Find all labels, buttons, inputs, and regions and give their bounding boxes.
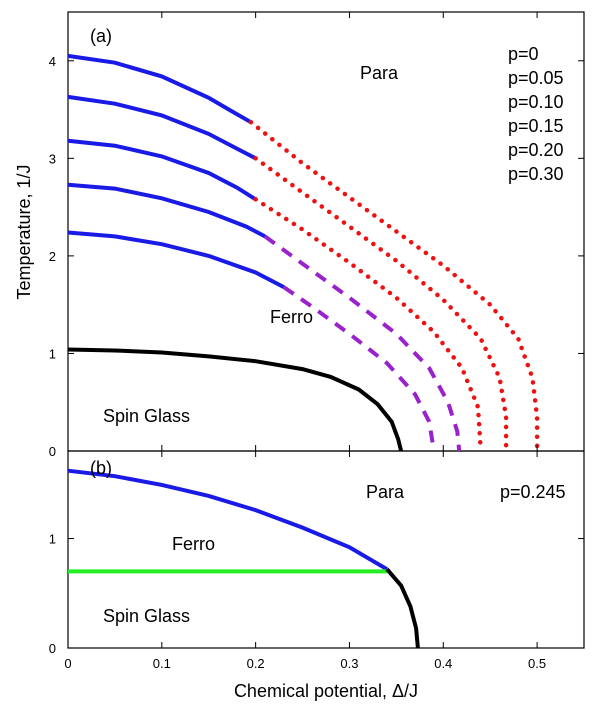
annotation-spin-glass-b: Spin Glass [103,606,190,626]
panel-a-series-3-dotted-red [253,156,509,454]
panel-a-y-tick-label-3: 3 [49,151,56,166]
panel-b-y-tick-label-1: 1 [49,532,56,547]
panel-a-series-1-dotted-red [248,119,540,454]
panel-a-y-tick-label-0: 0 [49,444,56,459]
panel-a-series [67,53,540,454]
panel-b-label: (b) [90,458,112,478]
panel-a-y-tick-label-4: 4 [49,54,56,69]
panel-a-y-tick-label-1: 1 [49,346,56,361]
panel-a-series-5-dotted-red [253,197,484,454]
legend-text-p0: p=0 [508,44,539,64]
panel-b-series-0-solid-blue [67,468,389,571]
axis-ticks: 0 1 2 3 4 0 0.1 0.2 0.3 0.4 0.5 0 1 [49,12,584,671]
legend-text-p005: p=0.05 [508,68,564,88]
x-tick-label-0.1: 0.1 [153,656,171,671]
legend-text-p010: p=0.10 [508,92,564,112]
panel-b-frame [67,450,585,649]
panel-a-y-tick-label-2: 2 [49,249,56,264]
annotation-ferro-a: Ferro [270,307,313,327]
legend-text-p015: p=0.15 [508,116,564,136]
panel-a-series-8-solid-blue [67,230,285,289]
panel-a-frame [67,11,585,452]
annotation-para-b: Para [366,482,405,502]
legend-text-p030: p=0.30 [508,164,564,184]
annotation-p0245-b: p=0.245 [500,482,566,502]
x-tick-label-0: 0 [64,656,71,671]
x-tick-label-0.2: 0.2 [247,656,265,671]
legend-text-p020: p=0.20 [508,140,564,160]
panel-a-series-4-solid-blue [67,138,257,201]
panel-a-series-7-dashed-purple [263,234,462,452]
panel-a-series-9-dashed-purple [282,285,436,452]
panel-b-y-tick-label-0: 0 [49,641,56,656]
x-axis-title: Chemical potential, Δ/J [234,681,418,701]
panel-b-series-2-solid-black [385,567,420,649]
annotation-para-a: Para [360,63,399,83]
panel-a-series-6-solid-blue [67,182,266,239]
panel-a-series-2-solid-blue [67,94,257,161]
panel-b-series [67,468,420,649]
panel-a-series-10-solid-black [67,347,404,452]
x-tick-label-0.3: 0.3 [340,656,358,671]
x-tick-label-0.4: 0.4 [434,656,452,671]
annotation-spin-glass-a: Spin Glass [103,406,190,426]
panel-a-series-0-solid-blue [67,53,252,124]
y-axis-title: Temperature, 1/J [14,164,34,299]
panel-a-label: (a) [90,26,112,46]
annotation-ferro-b: Ferro [172,534,215,554]
x-tick-label-0.5: 0.5 [528,656,546,671]
